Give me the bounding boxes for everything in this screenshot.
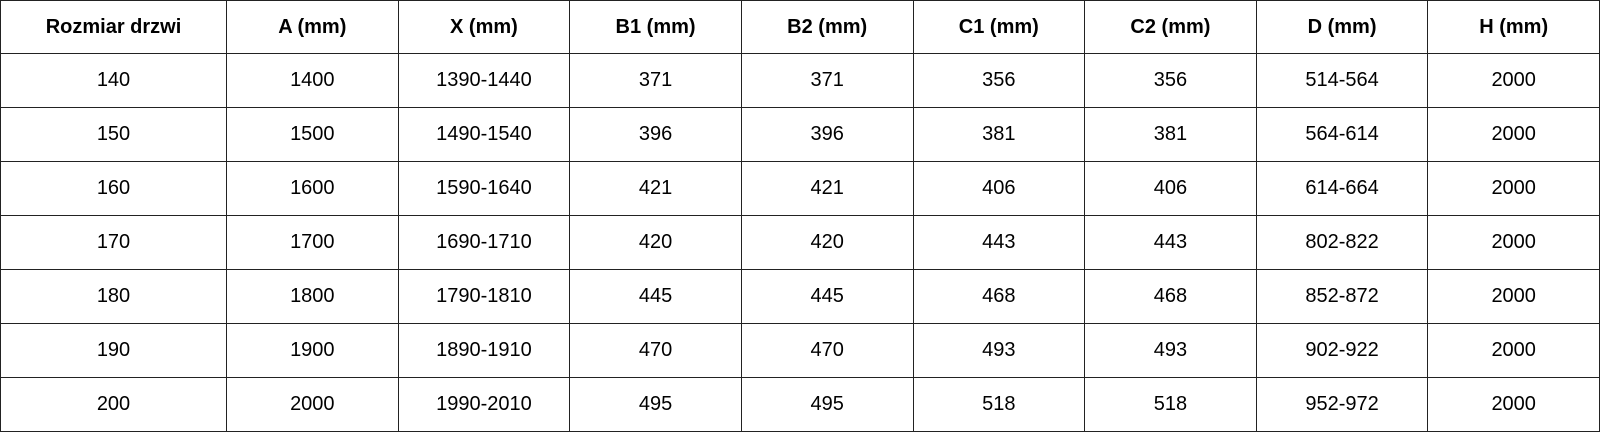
- table-cell: 2000: [1427, 215, 1600, 270]
- table-cell: 396: [740, 107, 914, 162]
- table-cell: 170: [0, 215, 227, 270]
- table-row: 140 1400 1390-1440 371 371 356 356 514-564 2000: [0, 53, 1600, 108]
- table-cell: 518: [912, 377, 1086, 432]
- table-cell: 445: [569, 269, 742, 324]
- table-cell: 852-872: [1255, 269, 1429, 324]
- table-cell: 421: [740, 161, 914, 216]
- table-cell: 514-564: [1255, 53, 1429, 108]
- table-cell: 802-822: [1255, 215, 1429, 270]
- table-cell: 406: [1084, 161, 1257, 216]
- table-cell: 1800: [226, 269, 399, 324]
- table-cell: 150: [0, 107, 227, 162]
- table-cell: 493: [912, 323, 1086, 378]
- column-header: Rozmiar drzwi: [0, 0, 227, 54]
- column-header: C2 (mm): [1084, 0, 1257, 54]
- column-header: H (mm): [1427, 0, 1600, 54]
- table-cell: 180: [0, 269, 227, 324]
- table-cell: 406: [912, 161, 1086, 216]
- table-cell: 381: [1084, 107, 1257, 162]
- column-header: X (mm): [397, 0, 571, 54]
- table-cell: 420: [569, 215, 742, 270]
- table-cell: 396: [569, 107, 742, 162]
- table-row: 180 1800 1790-1810 445 445 468 468 852-872 2000: [0, 269, 1600, 324]
- table-cell: 2000: [1427, 323, 1600, 378]
- table-cell: 470: [740, 323, 914, 378]
- table-cell: 200: [0, 377, 227, 432]
- table-cell: 160: [0, 161, 227, 216]
- column-header: D (mm): [1255, 0, 1429, 54]
- table-cell: 493: [1084, 323, 1257, 378]
- table-cell: 1890-1910: [397, 323, 571, 378]
- table-cell: 518: [1084, 377, 1257, 432]
- table-cell: 356: [912, 53, 1086, 108]
- column-header: A (mm): [226, 0, 399, 54]
- table-row: 150 1500 1490-1540 396 396 381 381 564-614 2000: [0, 107, 1600, 162]
- table-cell: 614-664: [1255, 161, 1429, 216]
- table-cell: 1390-1440: [397, 53, 571, 108]
- table-row: 160 1600 1590-1640 421 421 406 406 614-664 2000: [0, 161, 1600, 216]
- table-cell: 468: [1084, 269, 1257, 324]
- column-header: C1 (mm): [912, 0, 1086, 54]
- table-cell: 2000: [1427, 377, 1600, 432]
- table-cell: 952-972: [1255, 377, 1429, 432]
- table-row: 190 1900 1890-1910 470 470 493 493 902-922 2000: [0, 323, 1600, 378]
- table-cell: 1490-1540: [397, 107, 571, 162]
- table-cell: 470: [569, 323, 742, 378]
- table-cell: 495: [569, 377, 742, 432]
- table-cell: 1900: [226, 323, 399, 378]
- table-cell: 381: [912, 107, 1086, 162]
- table-cell: 1400: [226, 53, 399, 108]
- column-header: B2 (mm): [740, 0, 914, 54]
- table-cell: 356: [1084, 53, 1257, 108]
- table-cell: 190: [0, 323, 227, 378]
- table-row: 200 2000 1990-2010 495 495 518 518 952-972 2000: [0, 377, 1600, 432]
- table-cell: 2000: [226, 377, 399, 432]
- table-cell: 902-922: [1255, 323, 1429, 378]
- table-cell: 420: [740, 215, 914, 270]
- table-cell: 1690-1710: [397, 215, 571, 270]
- table-cell: 140: [0, 53, 227, 108]
- table-cell: 1600: [226, 161, 399, 216]
- table-cell: 2000: [1427, 53, 1600, 108]
- table-cell: 2000: [1427, 269, 1600, 324]
- table-cell: 1790-1810: [397, 269, 571, 324]
- header-row: Rozmiar drzwi A (mm) X (mm) B1 (mm) B2 (mm) C…: [0, 0, 1600, 54]
- table-cell: 564-614: [1255, 107, 1429, 162]
- table-cell: 468: [912, 269, 1086, 324]
- table-row: 170 1700 1690-1710 420 420 443 443 802-822 2000: [0, 215, 1600, 270]
- table-cell: 443: [1084, 215, 1257, 270]
- table-cell: 1590-1640: [397, 161, 571, 216]
- table-cell: 421: [569, 161, 742, 216]
- column-header: B1 (mm): [569, 0, 742, 54]
- table-cell: 2000: [1427, 161, 1600, 216]
- table-cell: 1500: [226, 107, 399, 162]
- table-cell: 443: [912, 215, 1086, 270]
- table-cell: 1700: [226, 215, 399, 270]
- table-cell: 495: [740, 377, 914, 432]
- table-cell: 2000: [1427, 107, 1600, 162]
- table-cell: 371: [740, 53, 914, 108]
- table-cell: 371: [569, 53, 742, 108]
- table-cell: 445: [740, 269, 914, 324]
- table-cell: 1990-2010: [397, 377, 571, 432]
